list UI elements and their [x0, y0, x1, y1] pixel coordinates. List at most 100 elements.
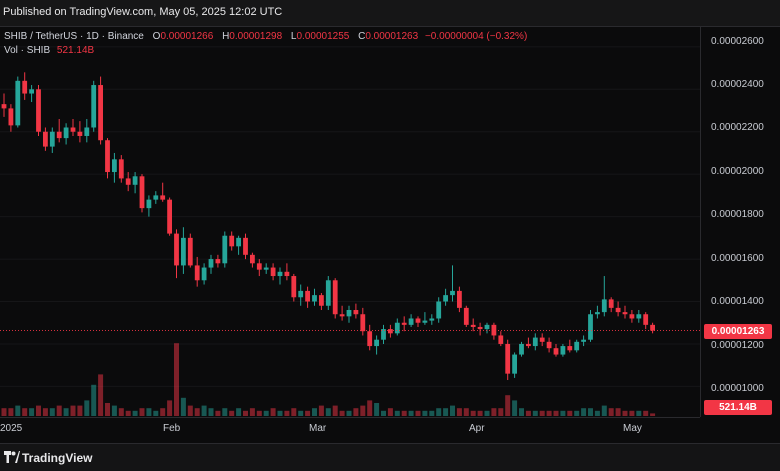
volume-bar — [298, 410, 304, 416]
volume-bar — [236, 408, 242, 416]
volume-bar — [222, 408, 228, 416]
time-axis-divider — [0, 417, 700, 418]
legend-high-value: 0.00001298 — [229, 31, 283, 42]
volume-bar — [436, 408, 442, 416]
candle-body — [256, 263, 262, 270]
volume-bar — [505, 395, 511, 416]
candle-body — [167, 199, 172, 234]
volume-bar — [201, 405, 207, 416]
volume-bar — [63, 408, 69, 416]
candle-body — [408, 318, 414, 325]
volume-bar — [146, 408, 152, 416]
volume-bar — [477, 410, 483, 416]
candle-body — [243, 237, 248, 255]
tradingview-brand[interactable]: TradingView — [22, 451, 93, 465]
candle-body — [305, 290, 310, 302]
candle-body — [463, 307, 469, 325]
candle-body — [215, 259, 221, 264]
volume-bar — [139, 408, 145, 416]
time-tick: Apr — [469, 423, 485, 434]
volume-bar — [1, 408, 7, 416]
volume-bar — [70, 405, 76, 416]
candle-body — [49, 131, 55, 147]
time-tick: 2025 — [0, 423, 23, 434]
volume-bar — [422, 410, 428, 416]
volume-bar — [601, 405, 607, 416]
volume-bar — [581, 408, 587, 416]
volume-bar — [360, 405, 366, 416]
candle-body — [146, 199, 152, 209]
volume-bar — [56, 405, 62, 416]
candle-body — [174, 233, 179, 266]
candle-body — [181, 237, 186, 266]
volume-bar — [374, 403, 380, 416]
volume-bar — [98, 374, 104, 416]
volume-bar — [22, 408, 28, 416]
volume-bar — [312, 408, 317, 416]
time-tick: Feb — [163, 423, 181, 434]
legend-high-key: H — [222, 31, 230, 42]
volume-bar — [608, 408, 614, 416]
volume-bar — [208, 408, 214, 416]
candle-body — [291, 276, 297, 298]
volume-bar — [167, 400, 173, 416]
candle-body — [401, 322, 407, 325]
volume-bar — [615, 408, 621, 416]
volume-bar — [429, 410, 435, 416]
volume-bar — [629, 410, 635, 416]
legend-change: −0.00000004 (−0.32%) — [424, 31, 528, 42]
volume-bar — [111, 405, 117, 416]
candle-body — [8, 108, 14, 126]
candle-body — [229, 235, 235, 247]
legend-symbol[interactable]: SHIB / TetherUS · 1D · Binance — [4, 31, 144, 42]
time-tick: May — [623, 423, 642, 434]
volume-bar — [194, 408, 200, 416]
candle-body — [629, 314, 635, 319]
legend-vol-label[interactable]: Vol · SHIB — [4, 45, 51, 56]
volume-bar — [519, 408, 524, 416]
published-bar: Published on TradingView.com, May 05, 20… — [0, 0, 780, 27]
candle-body — [84, 127, 90, 136]
candle-body — [643, 314, 649, 325]
volume-bar — [367, 400, 373, 416]
price-tick: 0.00002200 — [711, 122, 764, 133]
candle-body — [91, 85, 97, 128]
volume-bar — [650, 413, 656, 416]
legend-volume: Vol · SHIB 521.14B — [4, 45, 94, 56]
legend-close-key: C — [358, 31, 366, 42]
price-tick: 0.00001000 — [711, 383, 764, 394]
candle-body — [263, 267, 269, 270]
volume-bar — [387, 408, 393, 416]
last-price-badge: 0.00001263 — [704, 324, 772, 339]
volume-bar — [49, 408, 55, 416]
candle-body — [77, 131, 83, 136]
candle-body — [160, 195, 166, 200]
candle-body — [394, 322, 400, 334]
candle-body — [498, 335, 504, 344]
candlestick-chart[interactable] — [0, 27, 700, 417]
volume-bar — [594, 410, 600, 416]
candle-body — [132, 176, 138, 185]
tradingview-logo-icon[interactable] — [4, 451, 20, 463]
volume-bar — [318, 405, 324, 416]
candle-body — [650, 324, 655, 331]
candle-body — [539, 337, 545, 342]
candle-body — [332, 280, 338, 315]
legend-vol-value: 521.14B — [56, 45, 95, 56]
candle-body — [325, 280, 331, 306]
volume-bar — [180, 397, 186, 416]
volume-bar — [229, 410, 235, 416]
candle-body — [415, 318, 421, 323]
candle-body — [512, 354, 517, 374]
candle-body — [491, 324, 497, 336]
volume-bar — [415, 410, 421, 416]
volume-bar — [249, 408, 255, 416]
candle-body — [450, 290, 455, 296]
volume-bar — [539, 410, 545, 416]
candle-body — [270, 267, 276, 277]
candle-body — [477, 326, 483, 330]
time-tick: Mar — [309, 423, 327, 434]
candle-body — [546, 341, 552, 349]
candle-body — [457, 290, 462, 308]
candle-body — [526, 343, 531, 347]
